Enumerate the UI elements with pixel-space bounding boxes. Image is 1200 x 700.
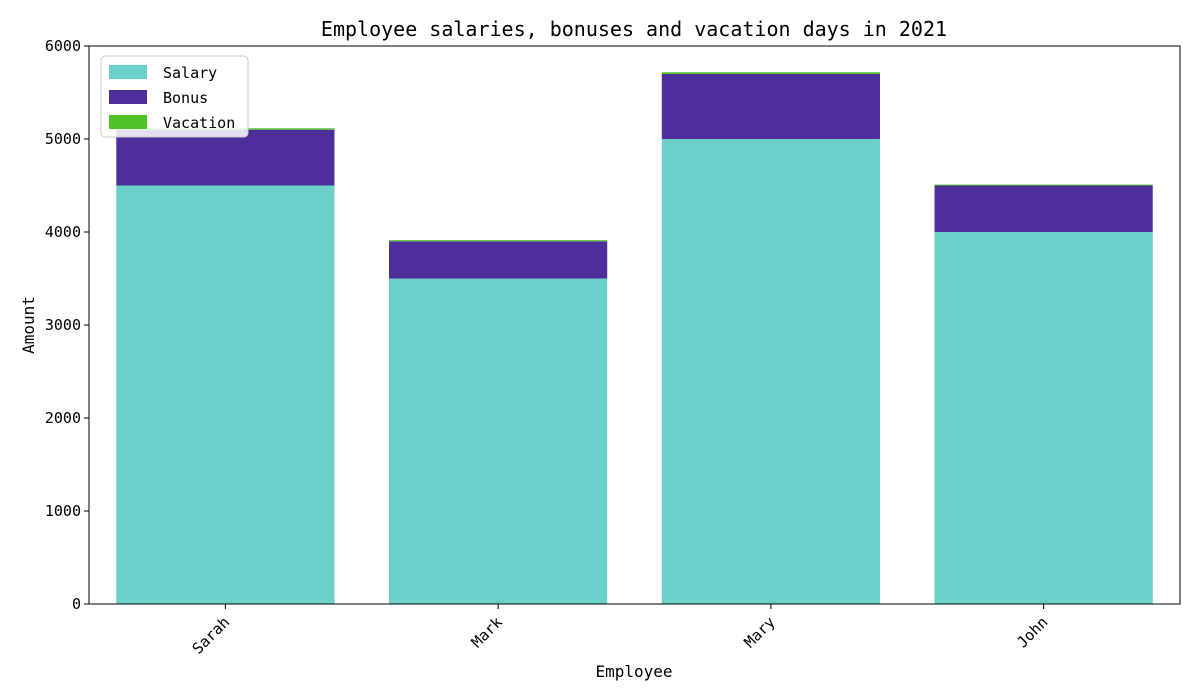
bar-bonus-mark [389, 241, 608, 279]
y-tick-label: 4000 [45, 223, 81, 241]
x-tick-label-sarah: Sarah [189, 613, 234, 658]
bar-vacation-mark [389, 240, 608, 242]
bar-bonus-mary [661, 73, 880, 139]
chart-title: Employee salaries, bonuses and vacation … [321, 17, 947, 41]
bar-bonus-sarah [116, 129, 335, 186]
bar-vacation-john [934, 184, 1153, 186]
legend-label-salary: Salary [163, 64, 217, 82]
y-tick-label: 3000 [45, 316, 81, 334]
y-tick-label: 2000 [45, 409, 81, 427]
legend-label-vacation: Vacation [163, 114, 235, 132]
y-tick-label: 0 [72, 595, 81, 613]
legend: Salary Bonus Vacation [100, 55, 249, 138]
bar-salary-mark [389, 278, 608, 604]
bar-salary-sarah [116, 185, 335, 604]
legend-swatch-salary [109, 65, 147, 79]
legend-swatch-bonus [109, 90, 147, 104]
y-tick-label: 5000 [45, 130, 81, 148]
y-tick-label: 6000 [45, 37, 81, 55]
legend-label-bonus: Bonus [163, 89, 208, 107]
x-tick-label-mark: Mark [468, 613, 506, 651]
x-axis-label: Employee [595, 662, 672, 681]
plot-area: 0 1000 2000 3000 4000 5000 6000 Sarah Mark Mary Jo… [45, 37, 1181, 658]
y-tick-label: 1000 [45, 502, 81, 520]
bar-salary-john [934, 232, 1153, 604]
y-axis-label: Amount [19, 296, 38, 354]
bar-bonus-john [934, 185, 1153, 232]
legend-swatch-vacation [109, 115, 147, 129]
bar-vacation-mary [661, 72, 880, 74]
bar-salary-mary [661, 139, 880, 604]
x-tick-label-john: John [1013, 613, 1051, 651]
x-tick-label-mary: Mary [740, 613, 778, 651]
